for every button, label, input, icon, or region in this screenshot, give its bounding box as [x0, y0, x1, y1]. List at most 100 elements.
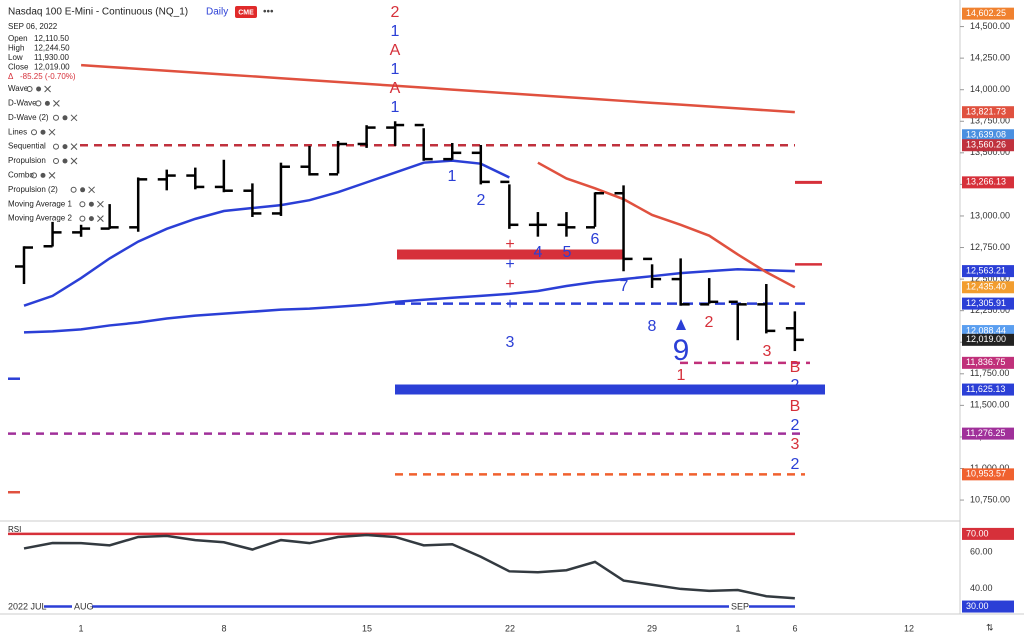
- quote-value: 11,930.00: [34, 53, 70, 62]
- moving-average: [81, 63, 795, 114]
- moving-average: [537, 161, 796, 289]
- indicator-name[interactable]: Propulsion (2): [8, 185, 58, 194]
- price-badge-label: 11,276.25: [966, 428, 1005, 438]
- indicator-name[interactable]: Moving Average 2: [8, 214, 72, 223]
- settings-icon[interactable]: [36, 86, 42, 92]
- remove-icon[interactable]: [44, 85, 51, 93]
- price-badge: [962, 7, 1014, 20]
- settings-icon[interactable]: [62, 158, 68, 164]
- sequential-label: +: [505, 236, 514, 253]
- settings-icon[interactable]: [88, 216, 94, 222]
- indicator-name[interactable]: D-Wave (2): [8, 113, 49, 122]
- price-badge: [962, 265, 1014, 278]
- visibility-icon[interactable]: [53, 114, 59, 121]
- y-tick-label: 12,750.00: [970, 242, 1010, 252]
- x-tick-label: 1: [735, 623, 740, 633]
- rsi-badge: [962, 527, 1014, 540]
- remove-icon[interactable]: [48, 172, 56, 179]
- moving-average: [23, 267, 795, 334]
- visibility-icon[interactable]: [31, 129, 37, 136]
- y-tick-label: 14,500.00: [970, 21, 1010, 31]
- settings-icon[interactable]: [62, 115, 68, 121]
- remove-icon[interactable]: [70, 157, 78, 165]
- signal-triangle: [676, 319, 686, 330]
- indicator-name[interactable]: D-Wave: [8, 99, 37, 108]
- remove-icon[interactable]: [97, 215, 104, 222]
- visibility-icon[interactable]: [70, 186, 77, 193]
- sequential-label: 2: [705, 314, 714, 331]
- y-tick-label: 13,000.00: [970, 210, 1010, 220]
- quote-name: High: [8, 44, 24, 53]
- sequential-label: A: [390, 80, 401, 97]
- quote-value: 12,244.50: [34, 44, 70, 53]
- price-badge: [962, 176, 1014, 189]
- price-badge: [962, 129, 1014, 142]
- sequential-label: +: [505, 296, 514, 313]
- more-menu[interactable]: •••: [263, 7, 274, 18]
- indicator-name[interactable]: Sequential: [8, 142, 46, 151]
- exchange-badge: [235, 6, 257, 18]
- settings-icon[interactable]: [40, 172, 46, 178]
- month-label-bg: [729, 602, 749, 612]
- x-tick-label: 8: [221, 623, 226, 633]
- y-tick-label: 14,000.00: [970, 84, 1010, 94]
- price-badge: [962, 333, 1014, 346]
- visibility-icon[interactable]: [53, 143, 59, 150]
- price-badge-label: 10,953.57: [966, 469, 1006, 479]
- rsi-badge-label: 70.00: [966, 528, 989, 538]
- remove-icon[interactable]: [70, 143, 78, 150]
- sequential-label: A: [390, 42, 401, 59]
- scale-toggle[interactable]: ⇅: [986, 622, 994, 632]
- sequential-label: 6: [591, 231, 600, 248]
- indicator-name[interactable]: Moving Average 1: [8, 199, 72, 208]
- y-tick-label: 10,750.00: [970, 494, 1010, 504]
- remove-icon[interactable]: [88, 186, 95, 194]
- price-badge: [962, 383, 1014, 396]
- sequential-label: 1: [677, 367, 686, 384]
- sequential-label: 2: [477, 192, 486, 209]
- sequential-label: 2: [791, 377, 800, 394]
- price-badge-label: 12,305.91: [966, 298, 1006, 308]
- settings-icon[interactable]: [62, 144, 68, 150]
- settings-icon[interactable]: [40, 129, 46, 135]
- quote-name: Close: [8, 63, 29, 72]
- indicator-name[interactable]: Combo: [8, 171, 34, 180]
- price-badge-label: 13,639.08: [966, 130, 1006, 140]
- indicator-name[interactable]: Lines: [8, 127, 27, 136]
- quote-value: 12,019.00: [34, 63, 70, 72]
- settings-icon[interactable]: [80, 187, 86, 193]
- x-tick-label: 12: [904, 623, 914, 633]
- price-badge-label: 14,602.25: [966, 8, 1006, 18]
- remove-icon[interactable]: [53, 100, 60, 107]
- visibility-icon[interactable]: [79, 215, 86, 222]
- sequential-label: 2: [391, 4, 400, 21]
- price-badge-label: 13,560.26: [966, 140, 1006, 150]
- remove-icon[interactable]: [48, 128, 56, 136]
- visibility-icon[interactable]: [35, 100, 42, 107]
- price-badge-label: 13,821.73: [966, 107, 1006, 117]
- settings-icon[interactable]: [88, 201, 94, 207]
- y-tick-label: 14,250.00: [970, 53, 1010, 63]
- rsi-line: [23, 533, 795, 600]
- remove-icon[interactable]: [70, 114, 78, 122]
- visibility-icon[interactable]: [53, 158, 59, 164]
- settings-icon[interactable]: [44, 100, 50, 106]
- x-tick-label: 6: [792, 623, 797, 633]
- y-tick-label: 11,750.00: [970, 368, 1009, 378]
- sequential-label: 5: [563, 244, 572, 261]
- change-symbol: Δ: [8, 72, 14, 81]
- visibility-icon[interactable]: [31, 172, 37, 179]
- sequential-label: 7: [620, 278, 629, 295]
- remove-icon[interactable]: [97, 200, 104, 208]
- indicator-name[interactable]: Propulsion: [8, 156, 46, 165]
- indicator-name[interactable]: Wave: [8, 84, 29, 93]
- visibility-icon[interactable]: [26, 86, 33, 92]
- y-tick-label: 12,500.00: [970, 273, 1010, 283]
- date: SEP 06, 2022: [8, 22, 58, 31]
- sequential-label: B: [790, 359, 801, 376]
- sequential-label: 8: [648, 318, 657, 335]
- visibility-icon[interactable]: [79, 201, 86, 208]
- sequential-label: 1: [391, 61, 400, 78]
